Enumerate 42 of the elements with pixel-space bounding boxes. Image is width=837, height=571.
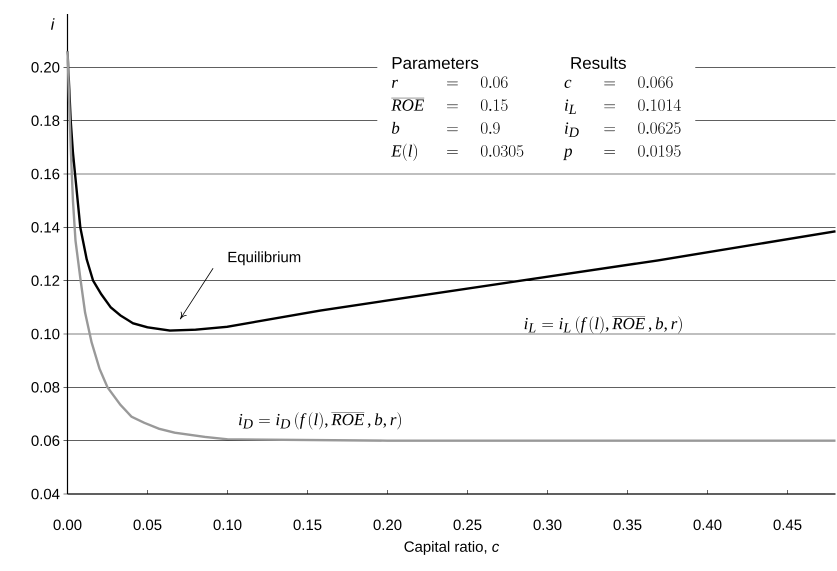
y-tick-label: 0.20	[31, 62, 60, 73]
y-tick-label: 0.10	[31, 328, 60, 340]
y-tick-label: 0.08	[31, 382, 60, 393]
y-axis-title: i	[50, 18, 55, 30]
annotation: $= \quad 0.066$	[604, 76, 673, 88]
y-tick-label: 0.06	[31, 435, 60, 446]
y-tick-label: 0.04	[31, 488, 60, 500]
x-tick-label: 0.40	[694, 520, 722, 530]
annotation: $c$	[564, 80, 572, 88]
annotation: $= \quad 0.15$	[447, 99, 508, 111]
annotation: $= \quad 0.9$	[447, 122, 500, 134]
annotation: $= \quad 0.1014$	[604, 99, 681, 111]
annotation: $r$	[392, 80, 398, 88]
annotation: $i_L = i_L\,(f\,(l), \overline{ROE}\,, b, r)$	[524, 316, 682, 334]
annotation: $= \quad 0.0625$	[604, 122, 681, 134]
x-tick-label: 0.00	[54, 520, 82, 530]
x-axis-title: Capital ratio, c	[404, 540, 500, 555]
annotation: Equilibrium	[228, 251, 300, 266]
annotation: $i_D$	[564, 122, 579, 137]
annotation: $= \quad 0.06$	[447, 76, 508, 88]
x-tick-label: 0.20	[374, 520, 402, 530]
x-tick-label: 0.10	[214, 520, 242, 530]
x-tick-label: 0.05	[134, 520, 162, 530]
annotation: $b$	[392, 122, 400, 134]
annotation: Parameters	[392, 57, 478, 69]
y-tick-label: 0.18	[31, 115, 60, 126]
annotation: $= \quad 0.0305$	[447, 145, 524, 157]
x-tick-label: 0.30	[534, 520, 562, 530]
x-tick-label: 0.45	[774, 520, 802, 530]
annotation: $\overline{ROE}$	[391, 98, 424, 111]
annotation: $E(l)$	[391, 144, 417, 161]
x-tick-label: 0.15	[294, 520, 322, 530]
y-tick-label: 0.12	[31, 275, 60, 286]
annotation: $i_D = i_D\,(f\,(l), \overline{ROE}\,, b, r)$	[239, 412, 401, 430]
annotation: $p$	[563, 148, 572, 160]
y-tick-label: 0.14	[31, 222, 60, 233]
x-tick-label: 0.25	[454, 520, 482, 530]
annotation: $= \quad 0.0195$	[604, 145, 681, 157]
annotation: Results	[571, 56, 626, 69]
x-tick-label: 0.35	[614, 520, 642, 530]
y-tick-label: 0.16	[31, 168, 60, 180]
annotation: $i_L$	[564, 99, 576, 114]
